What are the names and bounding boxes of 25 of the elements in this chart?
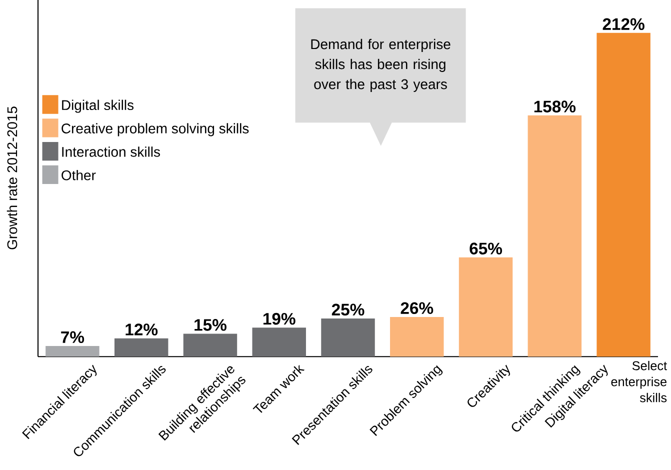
data-label: 26% xyxy=(400,302,434,314)
data-label: 19% xyxy=(263,312,296,325)
data-label: 65% xyxy=(470,242,502,254)
bar xyxy=(390,316,444,357)
x-axis-title: Select enterprise skills xyxy=(611,360,667,402)
bar xyxy=(321,318,375,357)
bar xyxy=(458,257,513,357)
y-axis-title: Growth rate 2012-2015 xyxy=(6,106,18,250)
legend-label: Digital skills xyxy=(62,100,134,113)
data-label: 12% xyxy=(126,324,158,336)
legend-label: Interaction skills xyxy=(62,146,160,157)
data-label: 15% xyxy=(194,319,226,331)
legend-label: Other xyxy=(62,170,96,180)
bar xyxy=(183,334,238,357)
data-label: 7% xyxy=(61,331,84,344)
bar xyxy=(252,328,306,357)
bar xyxy=(46,346,100,357)
bar xyxy=(596,32,650,357)
legend-label: Creative problem solving skills xyxy=(62,123,249,136)
data-label: 158% xyxy=(534,100,576,112)
data-label: 25% xyxy=(332,304,364,316)
annotation: Demand for enterprise skills has been rising over the past 3 years xyxy=(311,38,450,92)
bar xyxy=(528,115,582,357)
data-label: 212% xyxy=(602,18,644,30)
bar xyxy=(114,338,168,357)
